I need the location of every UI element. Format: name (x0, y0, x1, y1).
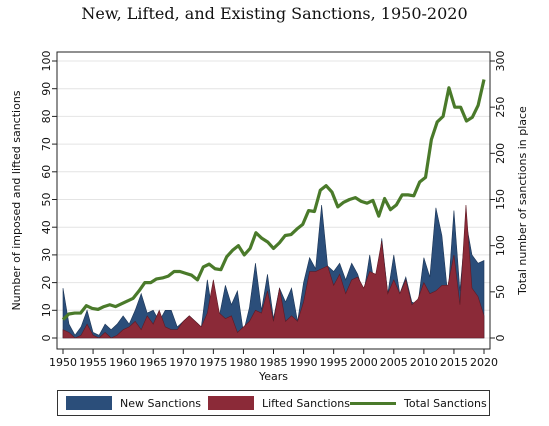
x-tick-label-1950: 1950 (49, 356, 77, 369)
legend-item-new-sanctions: New Sanctions (66, 395, 201, 411)
x-tick-label-1970: 1970 (169, 356, 197, 369)
x-tick-label-1990: 1990 (290, 356, 318, 369)
y-tick-label-left-30: 30 (40, 248, 53, 262)
x-tick-label-1955: 1955 (79, 356, 107, 369)
y-axis-title-right: Total number of sanctions in place (516, 106, 529, 296)
x-tick-label-2000: 2000 (350, 356, 378, 369)
y-tick-label-left-100: 100 (40, 51, 53, 72)
y-tick-label-left-10: 10 (40, 303, 53, 317)
chart-title: New, Lifted, and Existing Sanctions, 195… (81, 4, 468, 23)
y-tick-label-left-40: 40 (40, 220, 53, 234)
x-tick-label-2005: 2005 (380, 356, 408, 369)
legend-swatch-new-sanctions (66, 396, 112, 410)
y-tick-label-left-50: 50 (40, 193, 53, 207)
x-tick-label-1980: 1980 (229, 356, 257, 369)
legend-item-total-sanctions: Total Sanctions (350, 395, 487, 411)
axes (52, 51, 495, 354)
y-tick-label-right-300: 300 (494, 51, 507, 72)
y-axis-title-left: Number of imposed and lifted sanctions (10, 90, 23, 310)
y-tick-label-left-60: 60 (40, 165, 53, 179)
legend-swatch-lifted-sanctions (208, 396, 254, 410)
legend-label-lifted-sanctions: Lifted Sanctions (262, 396, 350, 410)
y-tick-label-left-0: 0 (40, 335, 53, 342)
legend-label-total-sanctions: Total Sanctions (404, 396, 487, 410)
axis-labels: 0 10 20 30 40 50 60 70 80 90 100 0 50 100 150 200 250 300… (10, 51, 529, 384)
y-tick-label-right-250: 250 (494, 97, 507, 118)
y-tick-label-left-70: 70 (40, 137, 53, 151)
line-total-sanctions (61, 79, 486, 321)
legend-label-new-sanctions: New Sanctions (120, 396, 202, 410)
legend-swatch-total-sanctions (350, 401, 396, 405)
x-tick-label-1985: 1985 (260, 356, 288, 369)
y-tick-label-right-0: 0 (494, 335, 507, 342)
y-tick-label-right-50: 50 (494, 285, 507, 299)
x-tick-label-1995: 1995 (320, 356, 348, 369)
x-tick-label-1965: 1965 (139, 356, 167, 369)
line-series (61, 79, 486, 321)
x-tick-label-2015: 2015 (440, 356, 468, 369)
area-series (62, 205, 485, 339)
area-lifted-sanctions (62, 205, 485, 339)
y-tick-label-right-150: 150 (494, 189, 507, 210)
y-tick-label-right-200: 200 (494, 143, 507, 164)
y-tick-label-right-100: 100 (494, 235, 507, 256)
x-tick-label-2020: 2020 (470, 356, 498, 369)
y-tick-label-left-20: 20 (40, 276, 53, 290)
legend: New Sanctions Lifted Sanctions Total San… (57, 390, 490, 416)
legend-item-lifted-sanctions: Lifted Sanctions (208, 395, 350, 411)
y-tick-label-left-80: 80 (40, 109, 53, 123)
x-tick-label-2010: 2010 (410, 356, 438, 369)
x-axis-title: Years (258, 370, 288, 383)
x-tick-label-1960: 1960 (109, 356, 137, 369)
x-tick-label-1975: 1975 (199, 356, 227, 369)
y-tick-label-left-90: 90 (40, 82, 53, 96)
